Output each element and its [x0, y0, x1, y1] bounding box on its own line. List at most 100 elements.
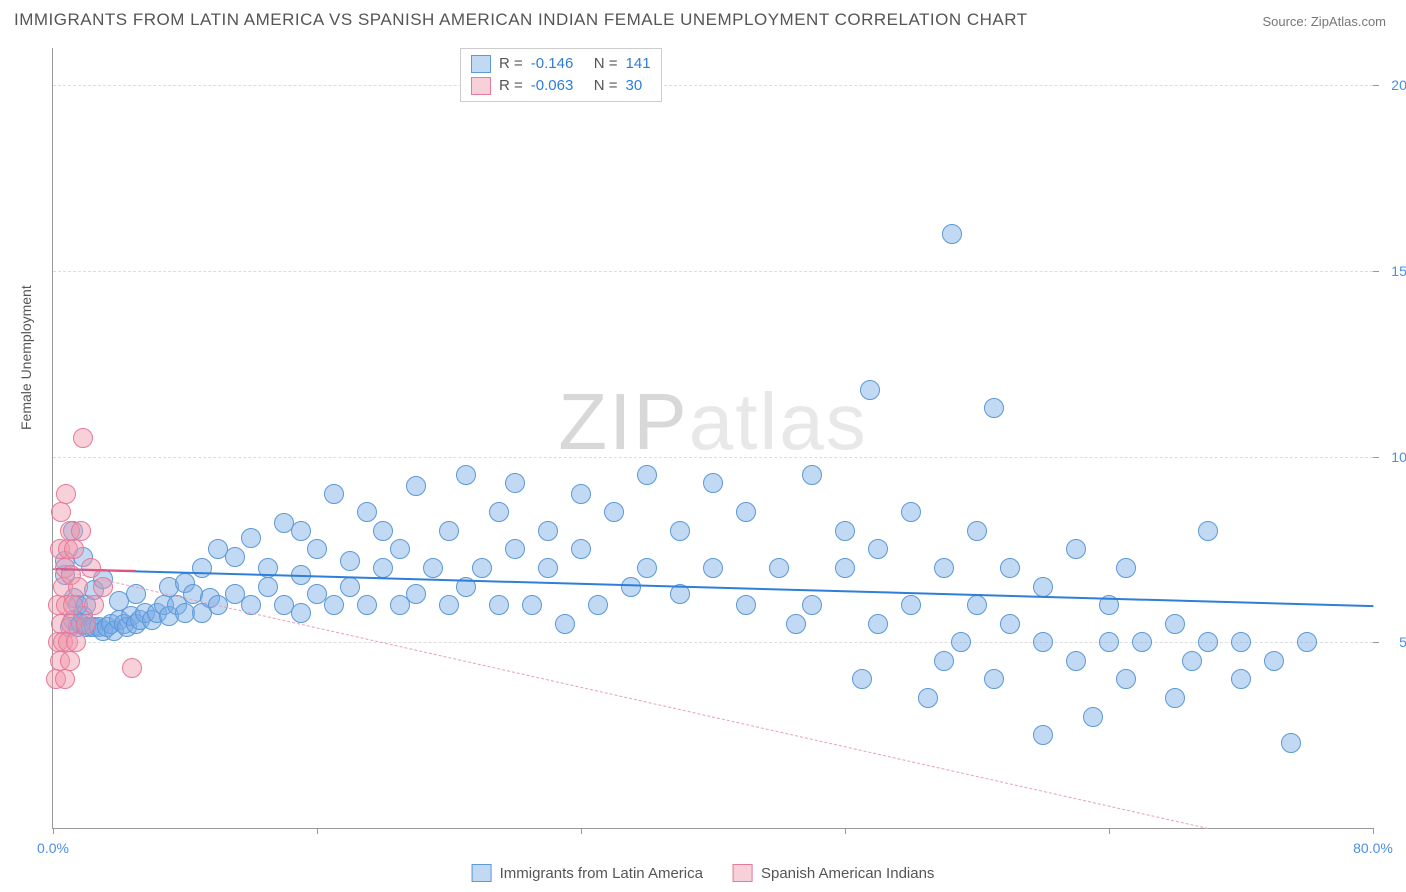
data-point	[472, 558, 492, 578]
data-point	[73, 428, 93, 448]
data-point	[505, 539, 525, 559]
data-point	[324, 595, 344, 615]
trend-line	[53, 568, 1208, 829]
data-point	[786, 614, 806, 634]
r-value: -0.063	[531, 75, 586, 97]
r-value: -0.146	[531, 53, 586, 75]
legend-series: Immigrants from Latin America Spanish Ame…	[472, 864, 935, 882]
data-point	[984, 669, 1004, 689]
data-point	[291, 603, 311, 623]
data-point	[1264, 651, 1284, 671]
data-point	[860, 380, 880, 400]
data-point	[1083, 707, 1103, 727]
data-point	[621, 577, 641, 597]
data-point	[1182, 651, 1202, 671]
legend-stats: R =-0.146N =141R =-0.063N =30	[460, 48, 662, 102]
data-point	[868, 539, 888, 559]
data-point	[1066, 651, 1086, 671]
data-point	[406, 584, 426, 604]
data-point	[1033, 632, 1053, 652]
data-point	[489, 595, 509, 615]
data-point	[1099, 632, 1119, 652]
gridline	[53, 85, 1373, 86]
data-point	[984, 398, 1004, 418]
data-point	[1165, 614, 1185, 634]
gridline	[53, 457, 1373, 458]
r-label: R =	[499, 75, 523, 97]
data-point	[340, 577, 360, 597]
y-tick-mark	[1373, 457, 1379, 458]
n-value: 30	[626, 75, 643, 97]
data-point	[1116, 558, 1136, 578]
x-tick-mark	[1373, 828, 1374, 834]
y-axis-label: Female Unemployment	[18, 285, 34, 430]
data-point	[324, 484, 344, 504]
data-point	[802, 595, 822, 615]
data-point	[1066, 539, 1086, 559]
x-tick-mark	[581, 828, 582, 834]
legend-swatch	[733, 864, 753, 882]
data-point	[1198, 632, 1218, 652]
watermark-zip: ZIP	[558, 377, 688, 466]
legend-stats-row: R = -0.063 N = 30	[471, 75, 651, 97]
data-point	[1297, 632, 1317, 652]
chart-title: IMMIGRANTS FROM LATIN AMERICA VS SPANISH…	[14, 10, 1028, 30]
x-tick-label: 80.0%	[1353, 840, 1393, 856]
data-point	[51, 502, 71, 522]
data-point	[55, 669, 75, 689]
x-tick-mark	[317, 828, 318, 834]
x-tick-mark	[1109, 828, 1110, 834]
data-point	[934, 651, 954, 671]
legend-swatch	[471, 77, 491, 95]
y-tick-mark	[1373, 271, 1379, 272]
data-point	[703, 558, 723, 578]
chart-container: IMMIGRANTS FROM LATIN AMERICA VS SPANISH…	[0, 0, 1406, 892]
data-point	[307, 539, 327, 559]
data-point	[192, 558, 212, 578]
data-point	[340, 551, 360, 571]
data-point	[835, 521, 855, 541]
legend-label: Spanish American Indians	[761, 865, 934, 882]
data-point	[357, 595, 377, 615]
data-point	[942, 224, 962, 244]
data-point	[373, 521, 393, 541]
data-point	[373, 558, 393, 578]
y-tick-label: 10.0%	[1381, 449, 1406, 465]
data-point	[1281, 733, 1301, 753]
plot-area: ZIPatlas 5.0%10.0%15.0%20.0%0.0%80.0%	[52, 48, 1373, 829]
data-point	[901, 502, 921, 522]
legend-item: Spanish American Indians	[733, 864, 934, 882]
data-point	[835, 558, 855, 578]
data-point	[225, 547, 245, 567]
watermark-atlas: atlas	[689, 377, 868, 466]
data-point	[64, 539, 84, 559]
data-point	[555, 614, 575, 634]
y-tick-mark	[1373, 85, 1379, 86]
legend-item: Immigrants from Latin America	[472, 864, 703, 882]
data-point	[604, 502, 624, 522]
data-point	[901, 595, 921, 615]
data-point	[967, 521, 987, 541]
data-point	[1231, 669, 1251, 689]
data-point	[538, 558, 558, 578]
data-point	[1000, 614, 1020, 634]
data-point	[439, 595, 459, 615]
data-point	[456, 465, 476, 485]
gridline	[53, 642, 1373, 643]
data-point	[588, 595, 608, 615]
data-point	[951, 632, 971, 652]
data-point	[538, 521, 558, 541]
data-point	[571, 484, 591, 504]
data-point	[868, 614, 888, 634]
n-label: N =	[594, 75, 618, 97]
data-point	[423, 558, 443, 578]
data-point	[71, 521, 91, 541]
data-point	[241, 528, 261, 548]
data-point	[637, 558, 657, 578]
data-point	[918, 688, 938, 708]
data-point	[703, 473, 723, 493]
data-point	[769, 558, 789, 578]
source-label: Source: ZipAtlas.com	[1262, 14, 1386, 29]
legend-label: Immigrants from Latin America	[500, 865, 703, 882]
data-point	[522, 595, 542, 615]
